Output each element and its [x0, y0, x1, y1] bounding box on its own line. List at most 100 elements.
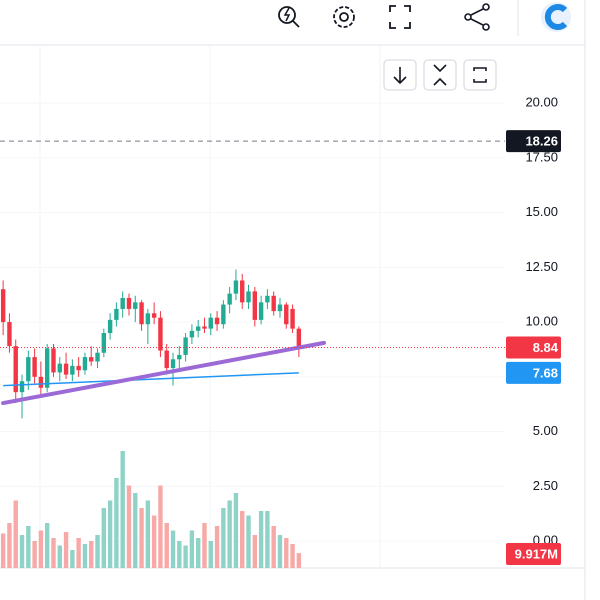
fullscreen-icon[interactable] — [389, 5, 411, 29]
ma-price-label: 7.68 — [533, 365, 558, 380]
volume-bar — [57, 545, 62, 568]
volume-bar — [284, 538, 289, 568]
volume-bar — [7, 523, 12, 568]
volume-bar — [13, 500, 18, 568]
volume-bar — [252, 535, 258, 568]
y-tick-label: 10.00 — [525, 314, 558, 329]
candle-body — [233, 280, 239, 294]
candle-body — [19, 381, 25, 393]
volume-bar — [120, 451, 125, 568]
candle-body — [296, 328, 302, 348]
plot: 0.002.505.007.5010.0012.5015.0017.5020.0… — [0, 95, 561, 568]
candle-body — [277, 304, 283, 312]
candle-body — [63, 363, 69, 375]
candle-body — [89, 357, 94, 362]
candle-body — [221, 304, 226, 325]
alert-price-label: 18.26 — [525, 134, 558, 149]
collapse-button[interactable] — [423, 59, 457, 91]
candle-body — [170, 359, 176, 369]
candle-body — [227, 293, 232, 305]
volume-bar — [114, 478, 119, 568]
volume-bar — [26, 526, 31, 568]
candle-body — [26, 357, 31, 382]
quick-search-icon[interactable] — [278, 6, 300, 28]
y-tick-label: 12.50 — [525, 259, 558, 274]
alert-price-label-box — [506, 130, 561, 153]
volume-bar — [227, 500, 232, 568]
candle-body — [240, 280, 245, 303]
share-icon[interactable] — [464, 3, 490, 31]
volume-bar — [296, 553, 302, 568]
candle-body — [51, 348, 56, 373]
volume-bar — [19, 535, 25, 568]
candle-body — [76, 365, 81, 371]
candle-body — [57, 363, 62, 373]
volume-bar — [32, 541, 37, 568]
candle-body — [246, 291, 251, 303]
candle-body — [195, 326, 201, 331]
volume-bar — [70, 550, 75, 568]
vertical-grid — [39, 46, 381, 568]
candle-body — [44, 348, 50, 388]
volume-bar — [0, 533, 6, 568]
volume-bar — [271, 526, 276, 568]
volume-bar — [246, 515, 251, 568]
candle-body — [101, 333, 107, 353]
volume-bar — [151, 515, 157, 568]
candle-body — [183, 337, 188, 355]
settings-icon[interactable] — [333, 6, 355, 28]
volume-bar — [164, 523, 169, 568]
volume-bar — [177, 541, 182, 568]
volume-bar — [107, 500, 113, 568]
candle-body — [107, 319, 113, 334]
y-tick-label: 17.50 — [525, 149, 558, 164]
moving-average — [3, 372, 299, 387]
logo[interactable] — [541, 2, 571, 32]
candle-body — [290, 308, 295, 329]
candle-body — [120, 297, 125, 309]
candle-body — [202, 326, 207, 329]
candle-body — [7, 322, 12, 347]
y-tick-label: 2.50 — [533, 478, 558, 493]
candle-body — [151, 313, 157, 318]
candle-body — [133, 302, 138, 309]
candle-body — [164, 350, 169, 369]
volume-bar — [221, 508, 226, 568]
candle-body — [214, 317, 220, 325]
volume-bar — [133, 493, 138, 568]
candle-body — [126, 297, 132, 309]
volume-bar — [38, 530, 44, 568]
candle-body — [82, 357, 88, 371]
volume-bar — [233, 493, 239, 568]
candle-body — [284, 304, 289, 325]
candle-body — [38, 376, 44, 388]
candle-body — [114, 308, 119, 320]
ma-price-label-box — [506, 361, 561, 384]
volume-bar — [265, 511, 270, 568]
candle-body — [0, 289, 6, 323]
candle-body — [139, 302, 144, 325]
y-tick-label: 20.00 — [525, 95, 558, 110]
volume-bar — [63, 532, 69, 568]
volume-bar — [214, 526, 220, 568]
candle-body — [32, 357, 37, 377]
last-price-label-box — [506, 336, 561, 359]
candle-body — [95, 352, 100, 362]
reset-button[interactable] — [463, 59, 497, 91]
volume-bar — [183, 545, 188, 568]
volume-bar — [101, 508, 107, 568]
volume-bar — [202, 523, 207, 568]
volume-bar — [240, 511, 245, 568]
candle-body — [189, 330, 195, 338]
candle-body — [265, 295, 270, 303]
volume-bar — [82, 544, 88, 568]
candle-body — [158, 317, 163, 351]
volume-bar — [158, 485, 163, 568]
candle-body — [271, 295, 276, 312]
volume-bar — [89, 541, 94, 568]
candle-body — [145, 313, 151, 325]
candle-body — [177, 354, 182, 360]
volume-bar — [277, 535, 283, 568]
scroll-button[interactable] — [383, 59, 417, 91]
